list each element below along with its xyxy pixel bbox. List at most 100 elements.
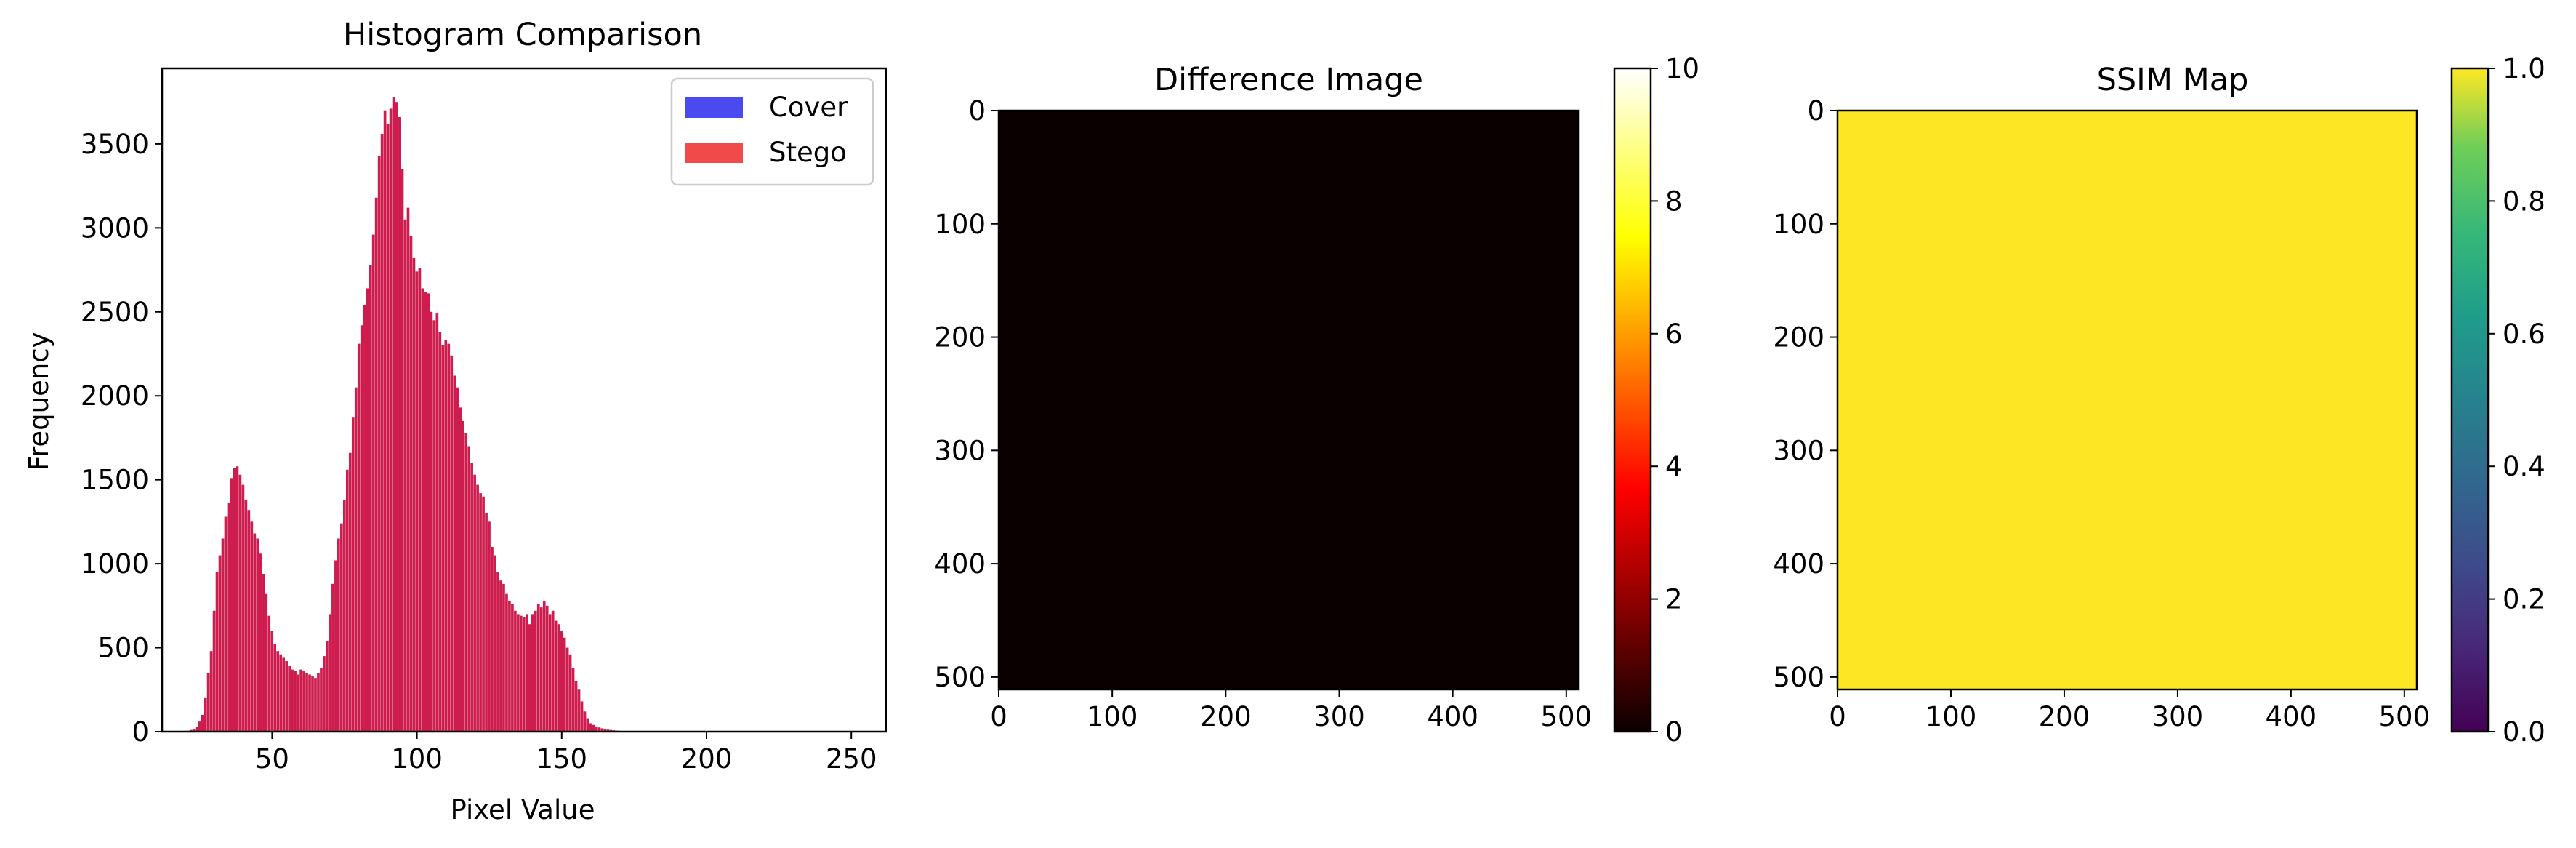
legend-label-cover: Cover xyxy=(769,92,848,123)
y-tick-label: 100 xyxy=(1773,209,1824,240)
y-tick-label: 500 xyxy=(97,633,149,664)
histogram-bar xyxy=(355,388,358,732)
histogram-bar xyxy=(346,470,349,732)
histogram-bar xyxy=(552,611,555,732)
histogram-bar xyxy=(404,220,407,732)
histogram-bar xyxy=(464,433,467,732)
histogram-bar xyxy=(302,671,305,732)
x-tick-label: 200 xyxy=(681,743,733,775)
histogram-bar xyxy=(233,468,236,732)
histogram-bar xyxy=(305,673,308,732)
histogram-bar xyxy=(262,574,265,732)
histogram-x-axis-label: Pixel Value xyxy=(451,794,595,825)
histogram-bar xyxy=(297,675,299,732)
histogram-bar xyxy=(323,656,326,732)
x-tick-label: 500 xyxy=(1541,701,1593,732)
histogram-bar xyxy=(331,584,334,732)
histogram-bar xyxy=(511,604,514,732)
histogram-bar xyxy=(534,611,537,732)
histogram-bar xyxy=(416,271,419,732)
histogram-bar xyxy=(578,689,581,732)
colorbar-tick-label: 0.2 xyxy=(2503,584,2545,615)
histogram-bar xyxy=(435,313,438,732)
y-tick-label: 1000 xyxy=(81,548,149,580)
y-tick-label: 400 xyxy=(934,548,986,580)
histogram-bar xyxy=(560,631,563,732)
histogram-bar xyxy=(378,156,381,732)
histogram-bar xyxy=(299,670,302,732)
x-tick-label: 100 xyxy=(391,743,443,775)
difference-image-y-ticks: 0100200300400500 xyxy=(934,95,999,693)
histogram-bar xyxy=(358,344,361,732)
legend-swatch-cover xyxy=(685,97,743,118)
histogram-bar xyxy=(207,673,210,732)
x-tick-label: 500 xyxy=(2379,701,2431,732)
x-tick-label: 300 xyxy=(2152,701,2204,732)
histogram-y-axis-label: Frequency xyxy=(23,332,55,471)
histogram-bar xyxy=(526,614,528,732)
histogram-bar xyxy=(575,681,578,732)
legend-label-stego: Stego xyxy=(769,137,847,168)
histogram-bar xyxy=(294,671,297,732)
x-tick-label: 250 xyxy=(826,743,877,775)
histogram-bar xyxy=(256,538,259,732)
histogram-bar xyxy=(198,721,201,732)
histogram-bar xyxy=(413,258,416,732)
histogram-bar xyxy=(273,644,276,732)
histogram-bar xyxy=(369,265,372,732)
histogram-bar xyxy=(514,611,517,732)
histogram-bar xyxy=(270,631,273,732)
histogram-bar xyxy=(456,388,459,732)
histogram-bar xyxy=(334,561,337,732)
histogram-bar xyxy=(291,670,294,732)
histogram-bar xyxy=(546,606,549,732)
histogram-bar xyxy=(349,453,352,732)
histogram-bar xyxy=(242,485,245,732)
y-tick-label: 500 xyxy=(934,662,986,693)
histogram-bar xyxy=(587,719,589,732)
histogram-bar xyxy=(225,516,228,732)
histogram-panel: Histogram Comparison 50 100 150 200 250 0 500… xyxy=(23,17,886,825)
histogram-bar xyxy=(485,513,488,732)
histogram-bar xyxy=(581,701,584,732)
histogram-bar xyxy=(343,500,346,732)
histogram-bar xyxy=(470,463,473,732)
histogram-bar xyxy=(447,344,450,732)
histogram-bar xyxy=(317,673,320,732)
ssim-map-x-ticks: 0 100 200 300 400 500 xyxy=(1829,689,2430,732)
colorbar-tick-label: 0.0 xyxy=(2503,716,2545,748)
histogram-bar xyxy=(326,641,329,732)
histogram-bar xyxy=(390,108,393,732)
y-tick-label: 300 xyxy=(934,435,986,466)
histogram-bar xyxy=(589,723,592,732)
histogram-bar xyxy=(340,524,343,732)
histogram-x-ticks: 50 100 150 200 250 xyxy=(255,732,877,775)
histogram-bar xyxy=(502,584,505,732)
histogram-bar xyxy=(288,666,291,732)
histogram-bar xyxy=(531,614,534,732)
histogram-bar xyxy=(482,497,485,732)
histogram-bar xyxy=(393,97,395,732)
histogram-bar xyxy=(566,648,569,732)
histogram-bar xyxy=(479,493,482,732)
histogram-bar xyxy=(219,556,222,732)
histogram-bar xyxy=(430,312,433,732)
histogram-bar xyxy=(540,607,543,732)
x-tick-label: 400 xyxy=(2266,701,2317,732)
y-tick-label: 2000 xyxy=(81,380,149,412)
difference-image-heatmap xyxy=(999,111,1579,689)
histogram-bar xyxy=(520,616,523,732)
x-tick-label: 0 xyxy=(990,701,1007,732)
histogram-bar xyxy=(372,235,375,732)
histogram-bar xyxy=(375,198,378,732)
colorbar-tick-label: 4 xyxy=(1665,451,1683,482)
histogram-bar xyxy=(387,124,390,732)
x-tick-label: 100 xyxy=(1087,701,1138,732)
histogram-bar xyxy=(248,510,251,732)
histogram-bar xyxy=(308,675,311,732)
histogram-bar xyxy=(453,376,456,732)
colorbar-tick-label: 2 xyxy=(1665,584,1683,615)
histogram-bar xyxy=(216,572,219,732)
histogram-bar xyxy=(555,621,558,732)
